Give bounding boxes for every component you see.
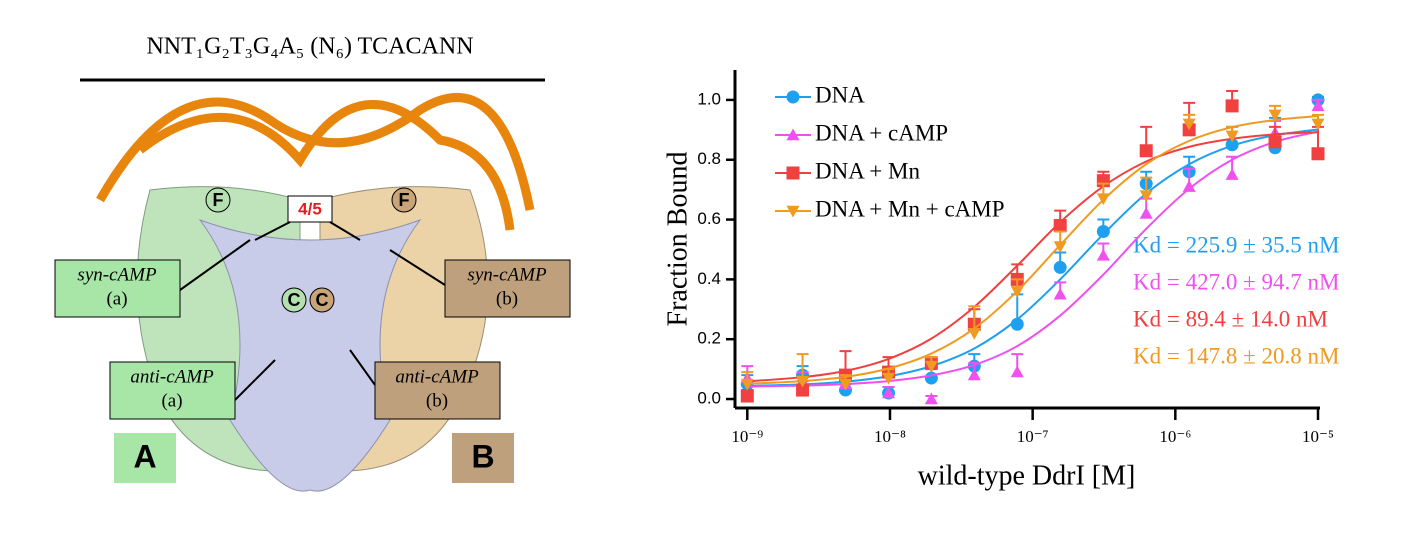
data-point (1182, 118, 1196, 131)
label-box (54, 259, 181, 318)
data-point (1010, 286, 1024, 298)
data-point (1311, 118, 1325, 131)
data-point (1010, 317, 1024, 331)
helix-label: C (288, 290, 301, 310)
legend-label: DNA + Mn (815, 158, 920, 183)
x-axis-label: wild-type DdrI [M] (918, 460, 1136, 491)
chain-box (114, 433, 176, 483)
data-point (1311, 147, 1325, 161)
data-point (924, 392, 938, 405)
structure-panel: NNT₁G₂T₃G₄A₅ (N₆) TCACANN F F C C 4/5 sy… (54, 34, 571, 492)
kd-annotation: Kd = 427.0 ± 94.7 nM (1133, 269, 1339, 294)
data-point (1268, 135, 1282, 149)
x-tick-label: 10⁻⁷ (1017, 427, 1049, 446)
anti-label: anti-cAMP (395, 366, 479, 387)
data-point (1010, 365, 1024, 378)
legend-marker (786, 166, 800, 180)
site-label: 4/5 (298, 199, 322, 218)
syn-label: (b) (496, 288, 518, 309)
data-point (1139, 190, 1153, 203)
chain-box (452, 433, 514, 483)
y-axis-label: Fraction Bound (662, 152, 693, 327)
data-point (1182, 180, 1196, 192)
chart: 0.0 0.2 0.4 0.6 0.8 1.0 10⁻⁹ 10⁻⁸ 10⁻⁷ 10⁻⁶ 10⁻⁵ Fr… (662, 70, 1339, 491)
y-tick-label: 0.8 (697, 149, 721, 168)
legend-marker (786, 205, 800, 218)
chain-label: B (471, 438, 494, 474)
kd-annotation: Kd = 225.9 ± 35.5 nM (1133, 232, 1339, 257)
data-point (924, 360, 938, 373)
x-tick-label: 10⁻⁸ (874, 427, 906, 446)
data-point (796, 383, 810, 397)
x-tick-label: 10⁻⁶ (1159, 427, 1191, 446)
data-point (1053, 241, 1067, 253)
site-box (287, 195, 333, 223)
anti-label: (b) (426, 390, 448, 411)
legend-marker (786, 128, 800, 141)
data-point (1053, 287, 1067, 300)
y-tick-label: 0.0 (697, 389, 721, 408)
sequence: NNT₁G₂T₃G₄A₅ (N₆) TCACANN (146, 34, 473, 60)
syn-label: syn-cAMP (77, 264, 157, 285)
dna-helix (96, 93, 535, 231)
data-point (740, 389, 754, 403)
data-point (1139, 207, 1153, 219)
label-box (374, 361, 501, 420)
y-tick-label: 0.6 (697, 209, 721, 228)
y-tick-label: 1.0 (697, 89, 721, 108)
anti-label: (a) (161, 390, 182, 411)
anti-label: anti-cAMP (130, 366, 214, 387)
data-point (1096, 248, 1110, 261)
fit-curve (747, 115, 1319, 385)
legend-label: DNA + Mn + cAMP (815, 196, 1005, 221)
data-point (967, 328, 981, 340)
data-point (882, 386, 896, 399)
label-box (444, 259, 571, 318)
helix-marker (281, 287, 307, 313)
data-point (839, 378, 853, 391)
helix-label: F (399, 190, 410, 210)
data-point (1268, 109, 1282, 122)
data-point (1139, 144, 1153, 158)
syn-label: syn-cAMP (467, 264, 547, 285)
helix-marker (391, 187, 417, 213)
helix-marker (205, 187, 231, 213)
data-point (1096, 193, 1110, 206)
label-box (109, 361, 236, 420)
y-tick-label: 0.2 (697, 329, 721, 348)
kd-annotation: Kd = 147.8 ± 20.8 nM (1133, 343, 1339, 368)
kd-annotation: Kd = 89.4 ± 14.0 nM (1133, 306, 1328, 331)
syn-label: (a) (106, 288, 127, 309)
y-tick-label: 0.4 (697, 269, 721, 288)
data-point (740, 378, 754, 391)
x-tick-label: 10⁻⁹ (731, 427, 763, 446)
data-point (1225, 138, 1239, 152)
legend-label: DNA (815, 82, 865, 107)
data-point (1225, 99, 1239, 113)
data-point (796, 375, 810, 388)
helix-label: F (213, 190, 224, 210)
data-point (1096, 225, 1110, 239)
x-tick-label: 10⁻⁵ (1302, 427, 1334, 446)
data-point (1311, 99, 1325, 112)
data-point (1225, 130, 1239, 143)
data-point (1225, 168, 1239, 180)
helix-marker (309, 287, 335, 313)
legend-label: DNA + cAMP (815, 120, 948, 145)
legend-marker (786, 90, 800, 104)
helix-label: C (316, 290, 329, 310)
protein-ribbons (136, 186, 489, 492)
chain-label: A (133, 438, 156, 474)
data-point (882, 372, 896, 385)
data-point (1053, 219, 1067, 233)
data-point (967, 368, 981, 381)
data-point (1053, 260, 1067, 274)
leader-lines (179, 221, 446, 401)
